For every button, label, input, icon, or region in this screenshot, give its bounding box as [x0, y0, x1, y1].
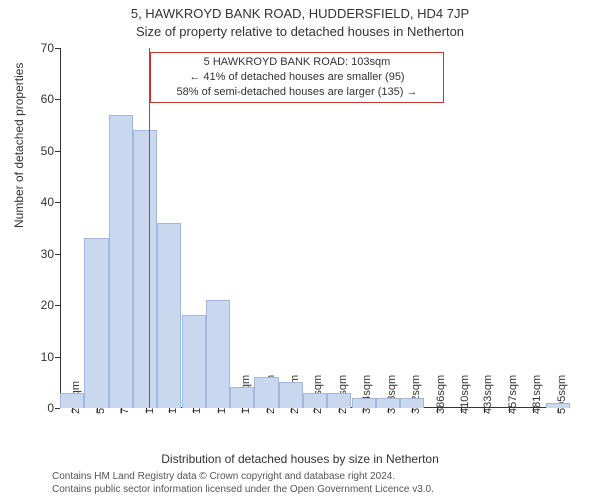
- x-tick-label: 457sqm: [507, 375, 519, 414]
- y-tick-label: 60: [41, 92, 54, 106]
- histogram-bar: [133, 130, 157, 408]
- y-tick-label: 0: [47, 401, 54, 415]
- annotation-box: 5 HAWKROYD BANK ROAD: 103sqm← 41% of det…: [150, 52, 444, 103]
- annotation-line: 5 HAWKROYD BANK ROAD: 103sqm: [157, 55, 437, 70]
- histogram-bar: [279, 382, 303, 408]
- y-tick-label: 20: [41, 298, 54, 312]
- x-tick-label: 362sqm: [410, 375, 422, 414]
- histogram-bar: [376, 398, 400, 408]
- histogram-bar: [400, 398, 424, 408]
- annotation-line: ← 41% of detached houses are smaller (95…: [157, 70, 437, 85]
- x-tick-label: 433sqm: [482, 375, 494, 414]
- y-tick-mark: [55, 99, 60, 100]
- histogram-bar: [109, 115, 133, 408]
- x-tick-label: 386sqm: [435, 375, 447, 414]
- x-tick-label: 338sqm: [386, 375, 398, 414]
- y-tick-label: 10: [41, 350, 54, 364]
- histogram-bar: [230, 387, 254, 408]
- caption-line-1: Contains HM Land Registry data © Crown c…: [52, 471, 434, 484]
- caption-line-2: Contains public sector information licen…: [52, 484, 434, 497]
- y-tick-mark: [55, 357, 60, 358]
- histogram-bar: [303, 393, 327, 408]
- histogram-bar: [182, 315, 206, 408]
- x-tick-label: 314sqm: [361, 375, 373, 414]
- y-axis-line: [60, 48, 61, 408]
- histogram-bar: [157, 223, 181, 408]
- chart-title-main: 5, HAWKROYD BANK ROAD, HUDDERSFIELD, HD4…: [0, 6, 600, 21]
- y-tick-mark: [55, 305, 60, 306]
- x-tick-label: 410sqm: [459, 375, 471, 414]
- histogram-bar: [327, 393, 351, 408]
- histogram-bar: [352, 398, 376, 408]
- x-tick-label: 505sqm: [556, 375, 568, 414]
- y-tick-label: 40: [41, 195, 54, 209]
- chart-title-sub: Size of property relative to detached ho…: [0, 24, 600, 39]
- y-tick-mark: [55, 202, 60, 203]
- y-axis-title: Number of detached properties: [12, 63, 26, 228]
- histogram-bar: [254, 377, 278, 408]
- x-tick-label: 481sqm: [531, 375, 543, 414]
- annotation-line: 58% of semi-detached houses are larger (…: [157, 85, 437, 100]
- y-tick-label: 50: [41, 144, 54, 158]
- chart-container: 5, HAWKROYD BANK ROAD, HUDDERSFIELD, HD4…: [0, 0, 600, 500]
- y-tick-mark: [55, 408, 60, 409]
- histogram-bar: [84, 238, 108, 408]
- y-tick-label: 30: [41, 247, 54, 261]
- plot-area: 01020304050607028sqm52sqm76sqm100sqm123s…: [60, 48, 570, 408]
- histogram-bar: [60, 393, 84, 408]
- histogram-bar: [546, 403, 570, 408]
- histogram-bar: [206, 300, 230, 408]
- y-tick-mark: [55, 254, 60, 255]
- caption-block: Contains HM Land Registry data © Crown c…: [52, 471, 434, 496]
- y-tick-mark: [55, 48, 60, 49]
- y-tick-label: 70: [41, 41, 54, 55]
- x-axis-title: Distribution of detached houses by size …: [0, 452, 600, 466]
- y-tick-mark: [55, 151, 60, 152]
